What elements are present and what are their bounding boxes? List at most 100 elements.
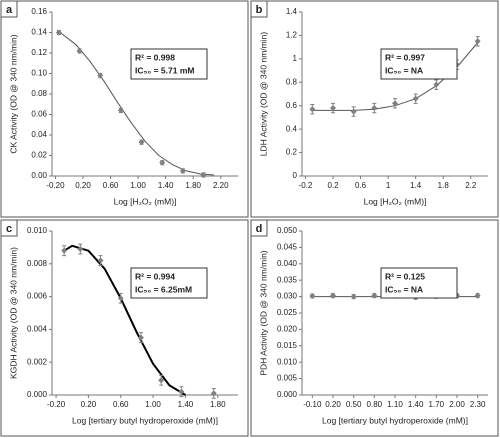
data-point [433,81,440,88]
panel-label-box [250,0,268,18]
y-tick-label: 0.14 [31,28,47,37]
y-tick-label: 0.010 [277,357,298,366]
x-tick-label: 2.00 [449,400,465,409]
y-axis-label: LDH Activity (OD @ 340 nm/min) [258,32,268,157]
x-tick-label: 1.10 [387,400,403,409]
x-axis-label: Log [H₂O₂ (mM)] [364,196,427,206]
x-tick-label: -0.10 [303,400,322,409]
data-point [61,247,68,254]
y-axis-label: CK Activity (OD @ 340 nm/min) [8,34,18,153]
y-tick-label: 0.8 [286,77,298,86]
x-tick-label: 1.80 [185,181,201,190]
panel-label-box [0,219,18,237]
x-tick-label: 1.40 [158,181,174,190]
panel-label: a [6,4,13,16]
x-tick-label: 1 [386,181,391,190]
y-tick-label: 0.035 [277,275,298,284]
y-tick-label: 0.050 [277,226,298,235]
data-point [412,95,419,102]
y-tick-label: 0 [293,171,298,180]
y-tick-label: 0.002 [27,357,48,366]
x-tick-label: 1.00 [130,181,146,190]
data-point [55,29,62,36]
data-point [350,108,357,115]
x-tick-label: 0.80 [367,400,383,409]
annotation: R² = 0.125 [385,271,425,281]
x-tick-label: 0.6 [355,181,367,190]
x-tick-label: 1.4 [410,181,422,190]
data-point [309,292,316,299]
data-point [330,105,336,112]
y-tick-label: 1 [293,54,298,63]
y-tick-label: 0.08 [31,89,47,98]
x-tick-label: 1.00 [145,400,161,409]
y-tick-label: 0.4 [286,124,298,133]
y-tick-label: 0.06 [31,110,47,119]
y-tick-label: 0.005 [277,374,298,383]
x-tick-label: 1.40 [408,400,424,409]
annotation-box [130,48,208,80]
x-tick-label: 0.60 [103,181,119,190]
data-point [117,107,124,114]
panel-label: b [256,4,263,16]
y-tick-label: 0.02 [31,151,47,160]
data-point [77,246,84,253]
y-tick-label: 0.006 [27,292,48,301]
annotation: IC₅₀ = 5.71 mM [135,65,194,75]
y-tick-label: 0.000 [27,390,48,399]
panel-label-box [250,219,268,237]
data-point [210,390,217,397]
y-tick-label: 0.030 [277,292,298,301]
x-tick-label: -0.20 [47,400,66,409]
x-axis-label: Log [tertiary butyl hydroperoxide (mM)] [322,415,468,425]
x-tick-label: 1.8 [438,181,450,190]
y-tick-label: 0.010 [27,226,48,235]
y-tick-label: 0.045 [277,243,298,252]
y-tick-label: 0.040 [277,259,298,268]
panel-frame [0,219,249,437]
x-tick-label: -0.2 [299,181,313,190]
x-tick-label: 0.60 [113,400,129,409]
data-point [350,293,357,300]
y-tick-label: 1.4 [286,7,298,16]
panel-frame [0,0,249,218]
y-tick-label: 0.12 [31,48,47,57]
annotation: IC₅₀ = NA [385,65,423,75]
x-tick-label: 0.20 [81,400,97,409]
x-tick-label: 0.2 [327,181,339,190]
x-tick-label: -0.20 [46,181,65,190]
annotation: R² = 0.997 [385,52,425,62]
x-tick-label: 1.40 [178,400,194,409]
x-tick-label: 2.30 [470,400,486,409]
y-tick-label: 0.04 [31,130,47,139]
data-point [159,159,166,166]
y-tick-label: 0.025 [277,308,298,317]
x-tick-label: 0.50 [346,400,362,409]
data-point [158,377,165,384]
y-tick-label: 0.2 [286,148,298,157]
data-point [138,139,145,146]
y-tick-label: 0.020 [277,325,298,334]
data-point [200,171,207,178]
y-tick-label: 0.008 [27,259,48,268]
data-point [76,47,83,54]
x-tick-label: 0.20 [325,400,341,409]
x-tick-label: 0.20 [75,181,91,190]
annotation-box [130,267,208,299]
panel-label: c [6,223,12,235]
data-point [117,295,124,302]
x-axis-label: Log [H₂O₂ (mM)] [114,196,177,206]
panel-label: d [256,223,263,235]
data-point [97,257,104,264]
x-tick-label: 1.70 [429,400,445,409]
x-tick-label: 1.80 [210,400,226,409]
y-tick-label: 1.2 [286,31,298,40]
data-point [392,100,398,107]
data-point [309,106,316,113]
data-point [474,292,481,299]
data-point [179,167,186,174]
annotation-box [380,48,458,80]
annotation-box [380,267,458,299]
data-point [330,292,336,299]
